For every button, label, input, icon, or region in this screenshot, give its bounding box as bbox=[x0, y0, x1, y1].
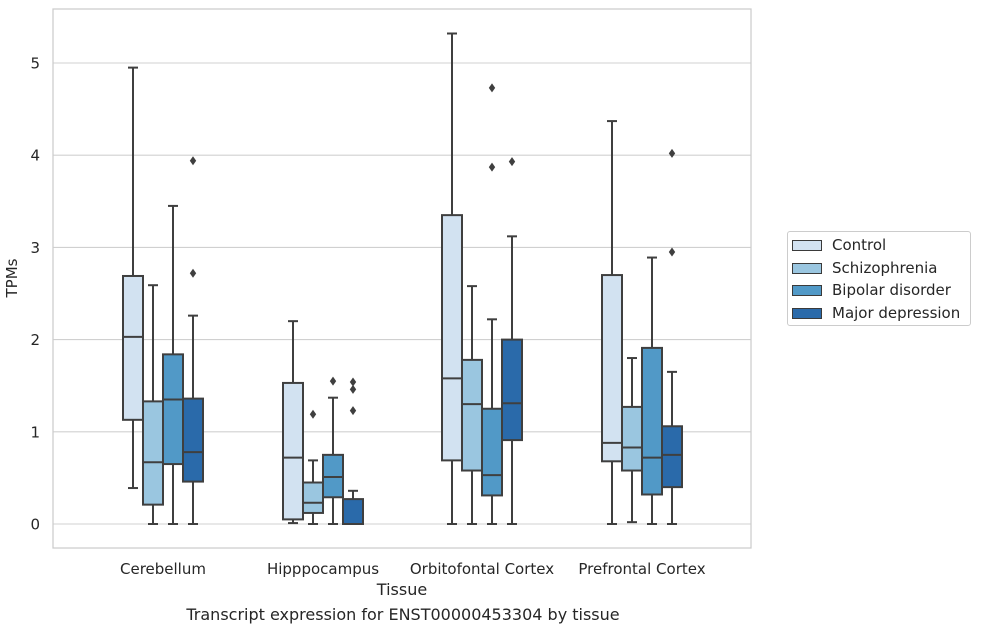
outlier-point bbox=[349, 377, 357, 387]
box-control-prefrontal-cortex bbox=[601, 120, 623, 525]
y-axis-label: TPMs bbox=[3, 258, 21, 298]
box-plot-series bbox=[122, 32, 683, 525]
box-iqr bbox=[282, 381, 304, 521]
outlier-point bbox=[309, 409, 317, 419]
legend-item-major-depression: Major depression bbox=[792, 303, 960, 323]
box-schizophrenia-prefrontal-cortex bbox=[621, 357, 643, 524]
box-bipolar-disorder-orbitofontal-cortex bbox=[481, 83, 503, 525]
x-tick-label: Hipppocampus bbox=[267, 560, 379, 578]
figure-caption: Transcript expression for ENST0000045330… bbox=[186, 605, 620, 624]
box-major-depression-hipppocampus bbox=[342, 377, 364, 525]
box-iqr bbox=[461, 358, 483, 472]
box-major-depression-prefrontal-cortex bbox=[661, 148, 683, 525]
x-tick-label: Prefrontal Cortex bbox=[578, 560, 705, 578]
y-tick-label: 3 bbox=[30, 239, 40, 257]
y-tick-label: 2 bbox=[30, 331, 40, 349]
outlier-point bbox=[508, 157, 516, 167]
outlier-point bbox=[668, 148, 676, 158]
box-major-depression-orbitofontal-cortex bbox=[501, 157, 523, 525]
box-control-hipppocampus bbox=[282, 320, 304, 525]
x-tick-label: Orbitofontal Cortex bbox=[410, 560, 554, 578]
x-axis-label: Tissue bbox=[376, 580, 427, 599]
box-iqr bbox=[441, 214, 463, 462]
box-iqr bbox=[501, 338, 523, 442]
box-bipolar-disorder-prefrontal-cortex bbox=[641, 256, 663, 525]
box-bipolar-disorder-cerebellum bbox=[162, 204, 184, 525]
y-tick-label: 5 bbox=[30, 55, 40, 73]
outlier-point bbox=[349, 406, 357, 416]
box-iqr bbox=[661, 425, 683, 489]
y-tick-label: 0 bbox=[30, 516, 40, 534]
outlier-point bbox=[488, 162, 496, 172]
legend-swatch-bipolar-disorder bbox=[792, 284, 822, 296]
box-schizophrenia-hipppocampus bbox=[302, 409, 324, 525]
outlier-point bbox=[189, 268, 197, 278]
box-bipolar-disorder-hipppocampus bbox=[322, 376, 344, 525]
y-tick-label: 1 bbox=[30, 423, 40, 441]
y-tick-label: 4 bbox=[30, 147, 40, 165]
box-schizophrenia-orbitofontal-cortex bbox=[461, 285, 483, 525]
legend-label-major-depression: Major depression bbox=[832, 304, 961, 322]
legend-swatch-major-depression bbox=[792, 307, 822, 319]
outlier-point bbox=[189, 156, 197, 166]
box-iqr bbox=[481, 407, 503, 497]
box-iqr bbox=[122, 274, 144, 421]
box-iqr bbox=[621, 405, 643, 472]
legend-swatch-control bbox=[792, 239, 822, 251]
legend-item-schizophrenia: Schizophrenia bbox=[792, 258, 937, 278]
plot-frame bbox=[52, 8, 752, 549]
box-iqr bbox=[302, 481, 324, 514]
outlier-point bbox=[349, 384, 357, 394]
box-iqr bbox=[641, 346, 663, 496]
y-axis-ticks: 0 1 2 3 4 5 bbox=[30, 55, 40, 534]
legend: Control Schizophrenia Bipolar disorder M… bbox=[787, 231, 971, 326]
x-axis-ticks: Cerebellum Hipppocampus Orbitofontal Corte… bbox=[120, 560, 706, 578]
legend-label-schizophrenia: Schizophrenia bbox=[832, 259, 938, 277]
box-iqr bbox=[342, 498, 364, 525]
box-major-depression-cerebellum bbox=[182, 156, 204, 525]
legend-item-control: Control bbox=[792, 235, 886, 255]
legend-label-bipolar-disorder: Bipolar disorder bbox=[832, 281, 951, 299]
outlier-point bbox=[488, 83, 496, 93]
box-iqr bbox=[142, 400, 164, 506]
legend-item-bipolar-disorder: Bipolar disorder bbox=[792, 280, 951, 300]
x-tick-label: Cerebellum bbox=[120, 560, 206, 578]
box-control-orbitofontal-cortex bbox=[441, 32, 463, 525]
outlier-point bbox=[329, 376, 337, 386]
box-control-cerebellum bbox=[122, 66, 144, 490]
legend-swatch-schizophrenia bbox=[792, 262, 822, 274]
legend-label-control: Control bbox=[832, 236, 887, 254]
outlier-point bbox=[668, 247, 676, 257]
box-schizophrenia-cerebellum bbox=[142, 284, 164, 525]
box-iqr bbox=[162, 353, 184, 466]
box-iqr bbox=[182, 397, 204, 483]
box-iqr bbox=[601, 274, 623, 463]
